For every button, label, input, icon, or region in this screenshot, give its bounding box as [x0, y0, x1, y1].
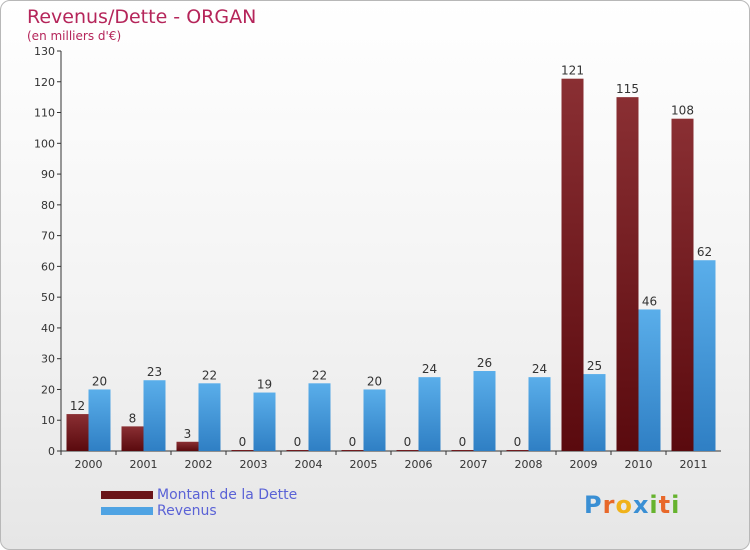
x-tick-label: 2009 [570, 458, 598, 471]
data-label-debt: 108 [671, 104, 694, 118]
bar-debt [506, 450, 529, 451]
y-tick-label: 70 [41, 230, 55, 243]
legend-swatch-revenue [101, 507, 153, 515]
x-tick-label: 2007 [460, 458, 488, 471]
x-tick-label: 2001 [130, 458, 158, 471]
bar-debt [616, 97, 639, 452]
y-tick-label: 40 [41, 322, 55, 335]
bar-revenue [88, 389, 111, 451]
x-tick-label: 2003 [240, 458, 268, 471]
y-tick-label: 120 [34, 76, 55, 89]
data-label-revenue: 26 [477, 356, 492, 370]
bar-revenue [638, 309, 661, 451]
data-label-debt: 8 [129, 411, 137, 425]
data-label-debt: 0 [459, 435, 467, 449]
legend-label-revenue: Revenus [157, 503, 217, 519]
bar-revenue [528, 377, 551, 451]
bar-debt [121, 426, 144, 451]
x-tick-label: 2004 [295, 458, 323, 471]
x-tick-label: 2011 [680, 458, 708, 471]
data-label-debt: 0 [514, 435, 522, 449]
chart-subtitle: (en milliers d'€) [27, 29, 122, 43]
data-label-revenue: 20 [367, 374, 382, 388]
data-label-revenue: 23 [147, 365, 162, 379]
data-label-revenue: 24 [422, 362, 437, 376]
data-label-revenue: 46 [642, 294, 657, 308]
data-label-revenue: 19 [257, 378, 272, 392]
logo-letter: P [584, 491, 603, 519]
data-label-debt: 12 [70, 399, 85, 413]
data-label-debt: 0 [404, 435, 412, 449]
bars [66, 78, 716, 452]
chart-title: Revenus/Dette - ORGAN [27, 6, 257, 28]
y-tick-label: 110 [34, 107, 55, 120]
x-tick-label: 2008 [515, 458, 543, 471]
bar-revenue [143, 380, 166, 451]
bar-revenue [473, 371, 496, 451]
data-label-debt: 115 [616, 82, 639, 96]
bar-debt [561, 78, 584, 451]
bar-debt [451, 450, 474, 451]
y-tick-label: 60 [41, 260, 55, 273]
logo-letter: r [602, 491, 616, 519]
y-tick-label: 80 [41, 199, 55, 212]
data-label-revenue: 24 [532, 362, 547, 376]
data-label-revenue: 62 [697, 245, 712, 259]
legend-item-revenue: Revenus [101, 503, 297, 519]
y-tick-label: 50 [41, 291, 55, 304]
y-tick-label: 30 [41, 353, 55, 366]
y-tick-label: 130 [34, 45, 55, 58]
logo-letter: t [658, 491, 672, 519]
x-tick-label: 2005 [350, 458, 378, 471]
legend-item-debt: Montant de la Dette [101, 487, 297, 503]
y-tick-label: 100 [34, 137, 55, 150]
bar-revenue [418, 377, 441, 451]
logo-letter: i [671, 491, 681, 519]
x-tick-label: 2010 [625, 458, 653, 471]
data-label-revenue: 20 [92, 374, 107, 388]
bar-revenue [693, 260, 716, 451]
bar-revenue [583, 374, 606, 451]
logo-letter: i [649, 491, 659, 519]
value-labels: 12 20 8 23 3 22 0 19 0 22 0 20 0 24 0 26 0 24 121 25 115 46 10… [70, 64, 712, 449]
bar-revenue [253, 392, 276, 451]
logo-letter: x [632, 491, 650, 519]
x-tick-label: 2006 [405, 458, 433, 471]
y-tick-label: 0 [48, 445, 55, 458]
y-tick-label: 20 [41, 383, 55, 396]
data-label-debt: 121 [561, 64, 584, 78]
data-label-debt: 0 [349, 435, 357, 449]
bar-debt [286, 450, 309, 451]
bar-revenue [308, 383, 331, 451]
logo-letter: o [615, 491, 633, 519]
bar-debt [176, 441, 199, 451]
bar-debt [231, 450, 254, 451]
x-tick-label: 2000 [75, 458, 103, 471]
bar-debt [396, 450, 419, 451]
data-label-revenue: 22 [312, 368, 327, 382]
data-label-revenue: 25 [587, 359, 602, 373]
bar-debt [341, 450, 364, 451]
data-label-debt: 0 [239, 435, 247, 449]
bar-revenue [198, 383, 221, 451]
y-tick-label: 10 [41, 414, 55, 427]
y-tick-label: 90 [41, 168, 55, 181]
bar-revenue [363, 389, 386, 451]
data-label-debt: 0 [294, 435, 302, 449]
legend-swatch-debt [101, 491, 153, 499]
legend-label-debt: Montant de la Dette [157, 487, 298, 503]
bar-debt [66, 414, 89, 451]
data-label-revenue: 22 [202, 368, 217, 382]
proxiti-logo: Proxiti [584, 491, 680, 519]
bar-debt [671, 118, 694, 451]
legend: Montant de la Dette Revenus [101, 487, 297, 519]
x-tick-label: 2002 [185, 458, 213, 471]
data-label-debt: 3 [184, 427, 192, 441]
